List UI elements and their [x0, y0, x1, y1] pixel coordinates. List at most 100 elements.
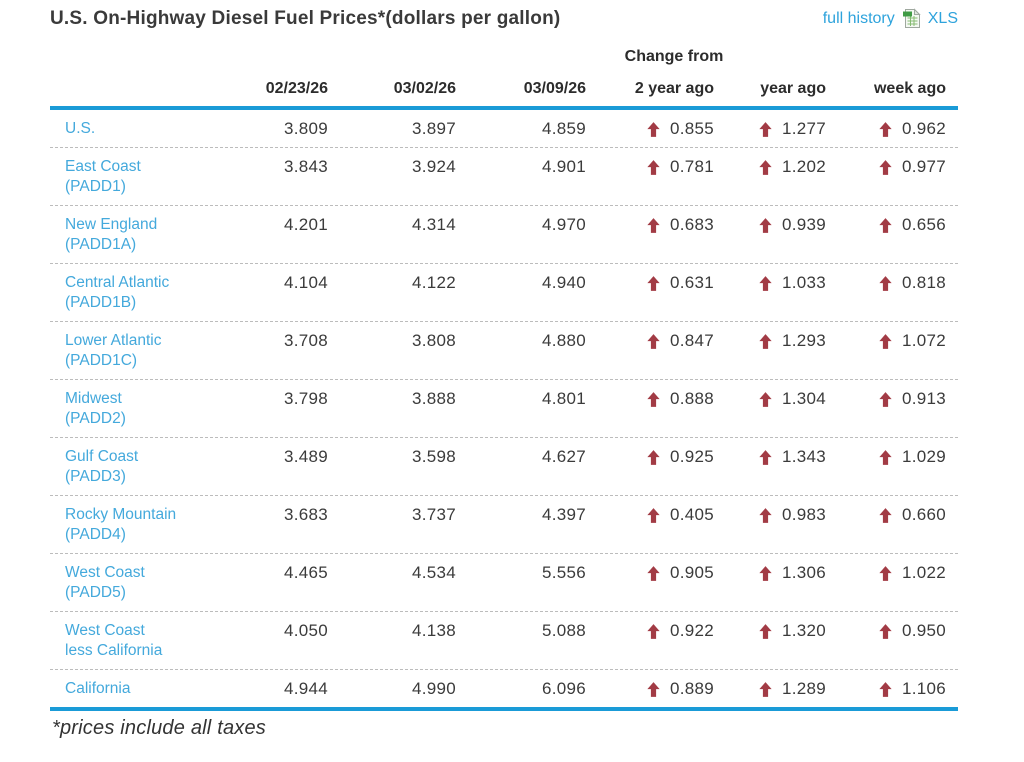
price-week2-cell: 3.888 — [411, 389, 456, 408]
price-week2-cell: 3.924 — [411, 157, 456, 176]
change-2yr-cell: 0.405 — [596, 505, 724, 525]
up-arrow-icon — [759, 391, 772, 407]
price-week2-cell: 4.990 — [411, 679, 456, 698]
up-arrow-icon — [759, 217, 772, 233]
table-row: Midwest (PADD2) 3.798 3.888 4.801 0.888 … — [50, 380, 958, 438]
region-cell: East Coast (PADD1) — [50, 157, 220, 197]
change-2yr-cell: 0.889 — [596, 679, 724, 699]
up-arrow-icon — [759, 623, 772, 639]
change-1yr-value: 1.293 — [781, 331, 826, 350]
change-week-cell: 0.950 — [836, 621, 956, 641]
xls-link[interactable]: XLS — [927, 9, 958, 27]
region-link[interactable]: Rocky Mountain (PADD4) — [65, 505, 220, 545]
change-1yr-cell: 1.277 — [724, 119, 836, 139]
region-name: Rocky Mountain — [65, 506, 177, 523]
region-link[interactable]: New England (PADD1A) — [65, 215, 220, 255]
change-1yr-cell: 0.939 — [724, 215, 836, 235]
table-row: U.S. 3.809 3.897 4.859 0.855 1.277 0.962 — [50, 110, 958, 148]
change-1yr-value: 1.304 — [781, 389, 826, 408]
change-1yr-value: 1.306 — [781, 563, 826, 582]
up-arrow-icon — [879, 217, 892, 233]
change-2yr-value: 0.631 — [669, 273, 714, 292]
region-link[interactable]: Lower Atlantic (PADD1C) — [65, 331, 220, 371]
region-name: U.S. — [65, 120, 96, 137]
spreadsheet-icon[interactable] — [902, 8, 921, 29]
price-week2-cell: 3.808 — [411, 331, 456, 350]
price-week1-cell: 4.050 — [283, 621, 328, 640]
header-divider-line — [50, 106, 958, 110]
change-2yr-cell: 0.905 — [596, 563, 724, 583]
region-link[interactable]: U.S. — [65, 119, 220, 139]
table-row: Gulf Coast (PADD3) 3.489 3.598 4.627 0.9… — [50, 438, 958, 496]
price-week1-cell: 4.201 — [283, 215, 328, 234]
up-arrow-icon — [647, 507, 660, 523]
up-arrow-icon — [759, 159, 772, 175]
up-arrow-icon — [879, 623, 892, 639]
price-week2-cell: 3.737 — [411, 505, 456, 524]
change-1yr-cell: 1.293 — [724, 331, 836, 351]
region-cell: New England (PADD1A) — [50, 215, 220, 255]
price-week3-cell: 4.880 — [541, 331, 586, 350]
region-link[interactable]: West Coast less California — [65, 621, 220, 661]
up-arrow-icon — [647, 121, 660, 137]
table-row: Lower Atlantic (PADD1C) 3.708 3.808 4.88… — [50, 322, 958, 380]
change-2yr-value: 0.855 — [669, 119, 714, 138]
price-week3-cell: 5.088 — [541, 621, 586, 640]
full-history-link[interactable]: full history — [822, 9, 895, 27]
region-name: New England — [65, 216, 158, 233]
price-week3-cell: 4.970 — [541, 215, 586, 234]
price-week2-cell: 4.314 — [411, 215, 456, 234]
up-arrow-icon — [759, 121, 772, 137]
price-week2-cell: 3.897 — [411, 119, 456, 138]
change-week-value: 0.660 — [901, 505, 946, 524]
table-row: New England (PADD1A) 4.201 4.314 4.970 0… — [50, 206, 958, 264]
price-week1-cell: 3.798 — [283, 389, 328, 408]
change-2yr-value: 0.888 — [669, 389, 714, 408]
region-subname: (PADD4) — [65, 526, 126, 543]
change-week-value: 0.818 — [901, 273, 946, 292]
up-arrow-icon — [647, 217, 660, 233]
change-1yr-value: 0.983 — [781, 505, 826, 524]
region-subname: (PADD5) — [65, 584, 126, 601]
region-link[interactable]: West Coast (PADD5) — [65, 563, 220, 603]
change-2yr-value: 0.922 — [669, 621, 714, 640]
region-link[interactable]: California — [65, 679, 220, 699]
region-name: Gulf Coast — [65, 448, 139, 465]
change-week-cell: 0.818 — [836, 273, 956, 293]
region-link[interactable]: East Coast (PADD1) — [65, 157, 220, 197]
region-link[interactable]: Gulf Coast (PADD3) — [65, 447, 220, 487]
table-row: Rocky Mountain (PADD4) 3.683 3.737 4.397… — [50, 496, 958, 554]
change-from-label: Change from — [624, 48, 724, 65]
date-header-1: 02/23/26 — [265, 80, 328, 97]
region-name: West Coast — [65, 622, 145, 639]
change-1yr-value: 1.320 — [781, 621, 826, 640]
table-row: Central Atlantic (PADD1B) 4.104 4.122 4.… — [50, 264, 958, 322]
change-1yr-cell: 1.033 — [724, 273, 836, 293]
up-arrow-icon — [879, 159, 892, 175]
change-2yr-value: 0.847 — [669, 331, 714, 350]
region-name: Midwest — [65, 390, 122, 407]
page-title: U.S. On-Highway Diesel Fuel Prices*(doll… — [50, 8, 561, 29]
change-header-2yr: 2 year ago — [634, 80, 714, 97]
change-from-header-row: Change from — [50, 42, 958, 66]
price-week1-cell: 3.843 — [283, 157, 328, 176]
up-arrow-icon — [647, 275, 660, 291]
region-name: West Coast — [65, 564, 145, 581]
region-subname: (PADD1B) — [65, 294, 137, 311]
up-arrow-icon — [879, 121, 892, 137]
price-week3-cell: 4.801 — [541, 389, 586, 408]
up-arrow-icon — [647, 333, 660, 349]
change-2yr-value: 0.781 — [669, 157, 714, 176]
change-2yr-cell: 0.781 — [596, 157, 724, 177]
region-cell: Rocky Mountain (PADD4) — [50, 505, 220, 545]
region-subname: (PADD1) — [65, 178, 126, 195]
footnote: *prices include all taxes — [52, 717, 266, 739]
full-history-links: full history — [823, 8, 958, 29]
price-week3-cell: 4.901 — [541, 157, 586, 176]
up-arrow-icon — [879, 681, 892, 697]
up-arrow-icon — [879, 449, 892, 465]
footer-divider-line — [50, 707, 958, 711]
region-link[interactable]: Central Atlantic (PADD1B) — [65, 273, 220, 313]
change-2yr-cell: 0.888 — [596, 389, 724, 409]
region-link[interactable]: Midwest (PADD2) — [65, 389, 220, 429]
